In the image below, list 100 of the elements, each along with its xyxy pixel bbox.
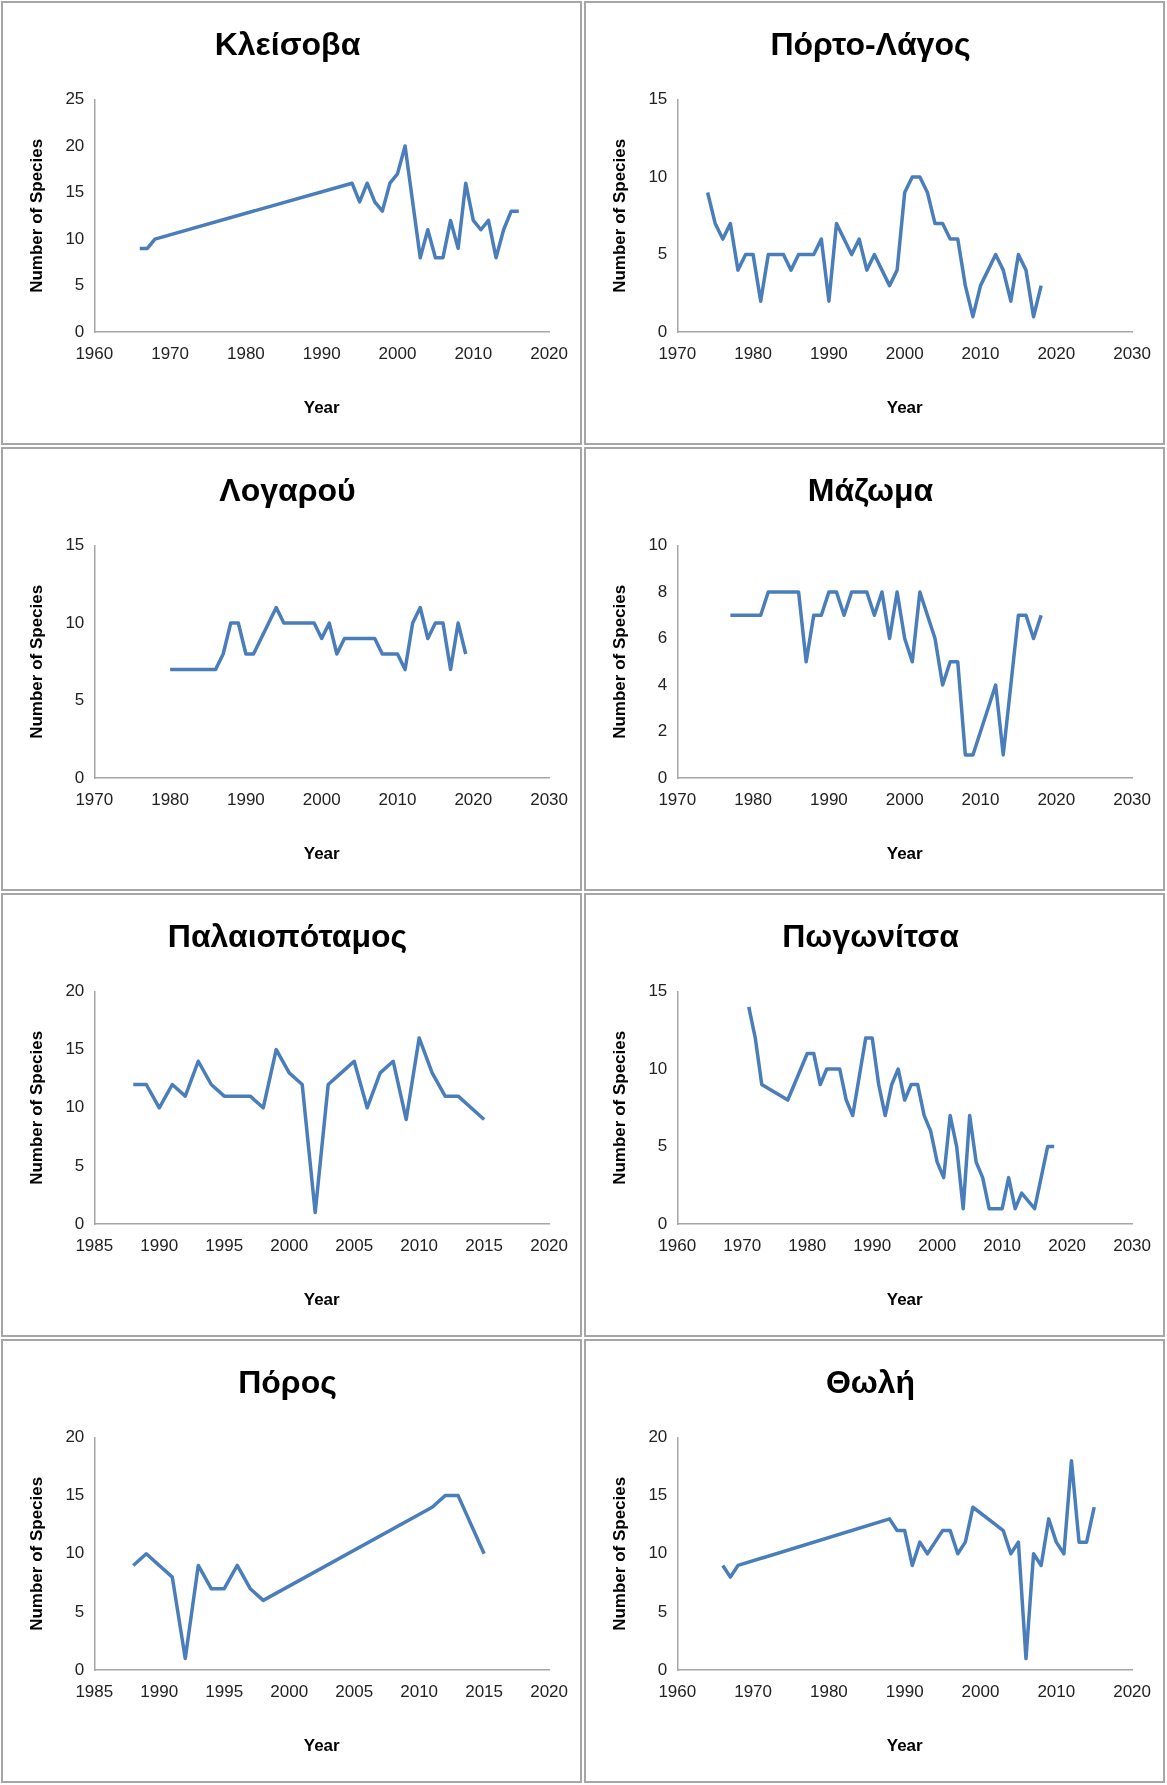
y-axis-title: Number of Species <box>609 584 629 739</box>
y-tick-label: 15 <box>65 1485 85 1505</box>
x-tick-label: 2030 <box>1113 1236 1151 1256</box>
x-tick-label: 1985 <box>75 1682 114 1702</box>
y-tick-label: 20 <box>65 981 85 1001</box>
x-tick-label: 1980 <box>151 790 190 810</box>
x-tick-label: 2010 <box>400 1236 439 1256</box>
chart-title: Θωλή <box>825 1364 916 1401</box>
y-tick-label: 15 <box>648 981 668 1001</box>
y-tick-label: 10 <box>65 228 85 248</box>
x-tick-label: 2020 <box>530 344 568 364</box>
x-tick-label: 2010 <box>378 790 417 810</box>
y-tick-label: 2 <box>657 721 668 741</box>
x-tick-label: 2010 <box>983 1236 1022 1256</box>
x-tick-label: 2000 <box>270 1682 309 1702</box>
x-tick-label: 1980 <box>226 344 265 364</box>
y-axis-title: Number of Species <box>609 1476 629 1631</box>
x-tick-label: 1980 <box>734 790 773 810</box>
chart-title: Πόρος <box>238 1364 337 1401</box>
x-tick-label: 2000 <box>885 790 924 810</box>
y-tick-label: 0 <box>657 1213 668 1233</box>
x-tick-label: 1995 <box>205 1682 244 1702</box>
x-tick-label: 2020 <box>1113 1682 1151 1702</box>
x-tick-label: 1990 <box>226 790 265 810</box>
x-tick-label: 1970 <box>658 344 697 364</box>
x-tick-label: 1995 <box>205 1236 244 1256</box>
x-tick-label: 1960 <box>75 344 114 364</box>
y-axis-title: Number of Species <box>26 1476 46 1631</box>
x-tick-label: 2010 <box>961 344 1000 364</box>
x-axis-title: Year <box>886 398 924 418</box>
y-tick-label: 0 <box>74 321 85 341</box>
y-tick-label: 0 <box>74 1659 85 1679</box>
x-tick-label: 2000 <box>378 344 417 364</box>
y-tick-label: 0 <box>657 767 668 787</box>
y-tick-label: 0 <box>657 321 668 341</box>
x-tick-label: 1960 <box>658 1682 697 1702</box>
x-tick-label: 2020 <box>1037 790 1076 810</box>
y-tick-label: 5 <box>657 1601 668 1621</box>
y-tick-label: 6 <box>657 628 668 648</box>
x-tick-label: 1970 <box>723 1236 762 1256</box>
y-tick-label: 5 <box>657 1136 668 1156</box>
y-tick-label: 5 <box>74 690 85 710</box>
x-tick-label: 2015 <box>465 1682 504 1702</box>
chart-title: Μάζωμα <box>807 472 934 509</box>
y-tick-label: 8 <box>657 581 668 601</box>
x-axis-title: Year <box>303 1736 341 1756</box>
x-tick-label: 2020 <box>1048 1236 1087 1256</box>
y-axis-title: Number of Species <box>609 138 629 293</box>
x-tick-label: 1990 <box>302 344 341 364</box>
y-tick-label: 20 <box>65 135 85 155</box>
y-tick-label: 5 <box>74 1601 85 1621</box>
x-axis-title: Year <box>303 844 341 864</box>
y-tick-label: 10 <box>65 1543 85 1563</box>
y-axis-title: Number of Species <box>26 138 46 293</box>
x-tick-label: 2010 <box>454 344 493 364</box>
y-tick-label: 0 <box>74 767 85 787</box>
x-tick-label: 1990 <box>140 1682 179 1702</box>
chart-title: Λογαρού <box>219 472 356 509</box>
x-tick-label: 1970 <box>75 790 114 810</box>
x-tick-label: 1990 <box>885 1682 924 1702</box>
x-tick-label: 2010 <box>1037 1682 1076 1702</box>
x-tick-label: 1990 <box>809 790 848 810</box>
y-axis-title: Number of Species <box>26 584 46 739</box>
y-tick-label: 15 <box>65 1039 85 1059</box>
chart-title: Παλαιοπόταμος <box>167 918 408 955</box>
x-tick-label: 2005 <box>335 1682 374 1702</box>
y-tick-label: 10 <box>648 1058 668 1078</box>
x-tick-label: 2010 <box>961 790 1000 810</box>
x-axis-title: Year <box>303 398 341 418</box>
chart-title: Πωγωνίτσα <box>782 918 960 955</box>
y-tick-label: 0 <box>74 1213 85 1233</box>
y-tick-label: 10 <box>65 612 85 632</box>
x-axis-title: Year <box>886 1736 924 1756</box>
y-tick-label: 0 <box>657 1659 668 1679</box>
x-tick-label: 2020 <box>530 1682 568 1702</box>
x-tick-label: 2000 <box>270 1236 309 1256</box>
chart-title: Κλείσοβα <box>214 26 361 63</box>
chart-title: Πόρτο-Λάγος <box>770 26 971 63</box>
x-tick-label: 1990 <box>853 1236 892 1256</box>
x-tick-label: 2000 <box>961 1682 1000 1702</box>
x-axis-title: Year <box>303 1290 341 1310</box>
x-tick-label: 1990 <box>140 1236 179 1256</box>
x-tick-label: 1970 <box>151 344 190 364</box>
y-tick-label: 5 <box>74 1155 85 1175</box>
x-axis-title: Year <box>886 844 924 864</box>
y-tick-label: 15 <box>65 182 85 202</box>
x-tick-label: 2015 <box>465 1236 504 1256</box>
y-tick-label: 5 <box>74 275 85 295</box>
y-tick-label: 4 <box>657 674 668 694</box>
x-tick-label: 1990 <box>809 344 848 364</box>
x-tick-label: 2010 <box>400 1682 439 1702</box>
y-tick-label: 20 <box>648 1427 668 1447</box>
x-tick-label: 2030 <box>530 790 568 810</box>
y-axis-title: Number of Species <box>609 1030 629 1185</box>
y-tick-label: 10 <box>65 1097 85 1117</box>
x-tick-label: 1970 <box>658 790 697 810</box>
y-tick-label: 15 <box>648 1485 668 1505</box>
y-tick-label: 10 <box>648 1543 668 1563</box>
y-tick-label: 10 <box>648 166 668 186</box>
x-tick-label: 2020 <box>530 1236 568 1256</box>
